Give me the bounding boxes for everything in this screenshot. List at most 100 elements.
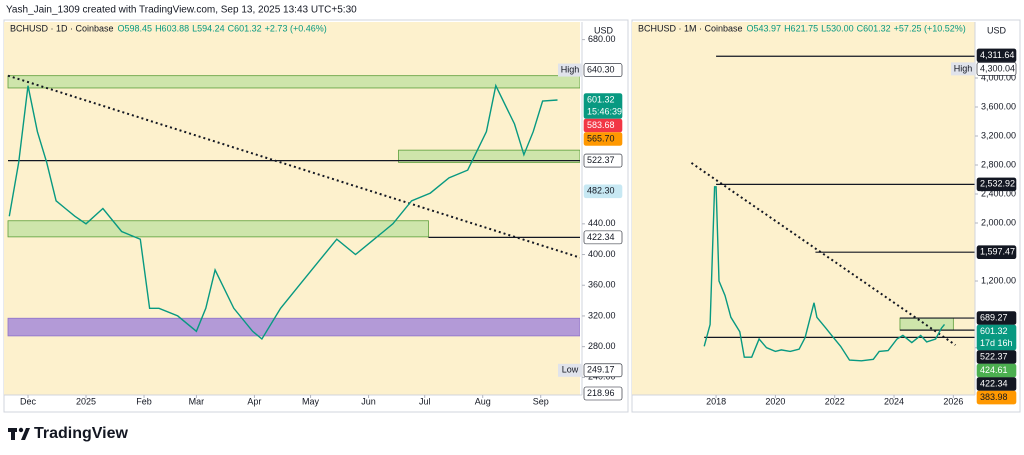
y-tick-label: 280.00 [588, 341, 616, 351]
price-tag-label: 1,597.47 [980, 247, 1015, 257]
zone [398, 149, 580, 163]
price-axis [582, 22, 624, 395]
plot [690, 55, 975, 362]
x-tick-label: Aug [475, 396, 491, 406]
zone [7, 317, 580, 337]
chart-title: BCHUSD · 1D · Coinbase [10, 23, 114, 33]
ohlc-value: L530.00 [821, 23, 854, 33]
y-tick-label: 680.00 [588, 34, 616, 44]
y-tick-label: 440.00 [588, 218, 616, 228]
x-tick-label: May [302, 396, 320, 406]
x-tick-label: 2026 [943, 396, 963, 406]
y-tick-label: 400.00 [588, 249, 616, 259]
price-tag-label: 218.96 [587, 388, 615, 398]
x-tick-label: Mar [189, 396, 205, 406]
price-tag [976, 377, 1017, 391]
x-tick-label: Feb [136, 396, 152, 406]
y-tick-label: 360.00 [588, 280, 616, 290]
price-tag [976, 177, 1017, 192]
price-tag [583, 184, 623, 199]
price-tag-label: 601.32 [587, 94, 615, 104]
tag-note: 17d 16h [980, 338, 1013, 348]
price-tag-label: 4,311.64 [980, 50, 1014, 60]
price-tag-label: 4,300.04 [980, 63, 1015, 73]
x-tick-label: 2018 [706, 396, 726, 406]
x-tick-label: 2024 [884, 396, 904, 406]
ohlc-value: C601.32 [857, 23, 891, 33]
x-tick-label: Apr [247, 396, 261, 406]
price-tag-label: 689.27 [980, 312, 1008, 322]
price-tag [583, 132, 623, 146]
x-tick-label: Jul [419, 396, 431, 406]
tag-note-box [951, 62, 975, 76]
price-tag-label: 482.30 [587, 186, 615, 196]
zone [7, 220, 429, 238]
price-tag [583, 118, 623, 133]
y-tick-label: 3,200.00 [981, 130, 1016, 140]
price-tag [583, 230, 623, 245]
price-line [703, 186, 946, 362]
ohlc-value: +2.73 (+0.46%) [265, 23, 327, 33]
tag-note-box [558, 363, 582, 377]
x-tick-label: 2022 [825, 396, 845, 406]
price-tag [976, 363, 1017, 378]
price-tag [976, 390, 1017, 405]
price-tag-label: 583.68 [587, 120, 615, 130]
ohlc-value: +57.25 (+10.52%) [894, 23, 966, 33]
price-tag-label: 522.37 [980, 351, 1008, 361]
brand: TradingView [34, 425, 129, 442]
price-tag-label: 640.30 [587, 64, 615, 74]
tag-note: Low [562, 365, 579, 375]
x-tick-label: 2025 [76, 396, 96, 406]
y-tick-label: 3,600.00 [981, 101, 1016, 111]
x-tick-label: 2020 [765, 396, 785, 406]
y-tick-label: 2,400.00 [981, 188, 1016, 198]
logo [8, 427, 30, 440]
chart-title: BCHUSD · 1M · Coinbase [638, 23, 743, 33]
tag-note-box [558, 63, 582, 77]
price-tag [976, 324, 1017, 351]
ohlc-value: H603.88 [155, 23, 189, 33]
price-tag-label: 601.32 [980, 326, 1008, 336]
tag-note: 15:46:39 [587, 106, 622, 116]
plot [7, 74, 580, 341]
chart: 4,000.00 3,600.00 3,200.00 2,800.00 2,400.00… [632, 22, 1018, 406]
price-tag-label: 383.98 [980, 392, 1008, 402]
tag-note: High [561, 64, 580, 74]
price-tag [976, 62, 1017, 76]
price-tag [583, 63, 623, 77]
caption: Yash_Jain_1309 created with TradingView.… [6, 5, 357, 16]
x-tick-label: Sep [533, 396, 549, 406]
price-tag-label: 422.34 [587, 232, 615, 242]
y-tick-label: 2,000.00 [981, 217, 1016, 227]
currency: USD [987, 25, 1007, 35]
price-line [8, 83, 558, 341]
price-tag-label: 522.37 [587, 155, 615, 165]
ohlc-value: L594.24 [192, 23, 225, 33]
price-tag-label: 422.34 [980, 378, 1008, 388]
price-tag-label: 2,532.92 [980, 179, 1015, 189]
price-tag [976, 48, 1017, 63]
y-tick-label: 320.00 [588, 310, 616, 320]
price-tag [976, 311, 1017, 325]
ohlc-value: H621.75 [784, 23, 818, 33]
currency: USD [594, 25, 614, 35]
x-tick-label: Jun [361, 396, 376, 406]
price-tag [976, 245, 1017, 259]
x-tick-label: Dec [20, 396, 37, 406]
plot-area [632, 22, 975, 395]
price-tag-label: 565.70 [587, 133, 615, 143]
ohlc-value: O543.97 [747, 23, 782, 33]
y-tick-label: 1,200.00 [981, 275, 1016, 285]
tag-note: High [954, 63, 973, 73]
price-tag [583, 93, 623, 119]
price-tag [583, 153, 623, 168]
y-tick-label: 2,800.00 [981, 159, 1016, 169]
price-tag [583, 386, 623, 401]
ohlc-value: O598.45 [118, 23, 153, 33]
price-tag [976, 350, 1017, 364]
price-tag [583, 363, 623, 378]
zone [7, 75, 580, 89]
ohlc-value: C601.32 [228, 23, 262, 33]
